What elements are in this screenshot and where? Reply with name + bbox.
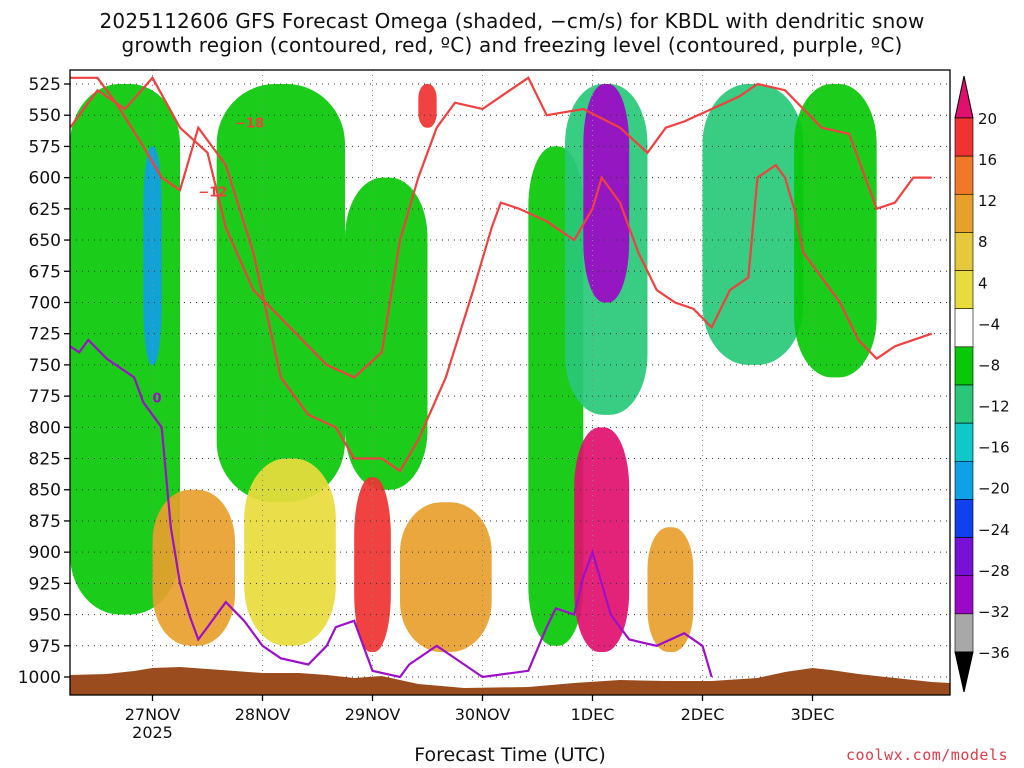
ytick-label-600: 600 bbox=[29, 169, 61, 189]
ytick-label-825: 825 bbox=[29, 450, 61, 470]
omega-region-ascent-max-1dec bbox=[583, 84, 630, 303]
credit-link[interactable]: coolwx.com/models bbox=[845, 746, 1008, 764]
xtick-label-3DEC: 3DEC bbox=[791, 705, 835, 724]
colorbar-label-4: 4 bbox=[978, 274, 988, 292]
xtick-label-29NOV: 29NOV bbox=[345, 705, 401, 724]
colorbar-top-arrow bbox=[954, 75, 974, 119]
chart-title-line1: 2025112606 GFS Forecast Omega (shaded, −… bbox=[99, 9, 925, 33]
minus-12-contour bbox=[70, 76, 933, 473]
colorbar-label-2: 12 bbox=[978, 192, 997, 210]
contour-lines: −18 −12 0 bbox=[70, 75, 933, 679]
x-axis-label: Forecast Time (UTC) bbox=[414, 744, 606, 766]
colorbar-swatch-6 bbox=[954, 346, 974, 386]
ytick-label-775: 775 bbox=[29, 387, 61, 407]
omega-region-ascent-band-3dec bbox=[794, 84, 877, 378]
omega-region-descent-core-29nov bbox=[354, 477, 391, 653]
colorbar-swatch-1 bbox=[954, 155, 974, 195]
colorbar-swatch-9 bbox=[954, 460, 974, 500]
xtick-label-1DEC: 1DEC bbox=[571, 705, 615, 724]
ytick-label-525: 525 bbox=[29, 75, 61, 95]
colorbar-swatch-2 bbox=[954, 193, 974, 233]
plot-frame bbox=[69, 69, 951, 696]
xtick-label-30NOV: 30NOV bbox=[455, 705, 511, 724]
gridlines bbox=[70, 70, 950, 695]
omega-shading bbox=[70, 70, 950, 695]
colorbar-swatch-5 bbox=[954, 308, 974, 348]
xtick-label-2DEC: 2DEC bbox=[681, 705, 725, 724]
colorbar-label-11: −28 bbox=[978, 562, 1010, 580]
terrain-band bbox=[70, 667, 950, 695]
colorbar: 20 16 12 8 4 −4 −8 −12 −16 −20 −24 −28 −32 −36 bbox=[954, 75, 1010, 693]
colorbar-swatch-8 bbox=[954, 422, 974, 462]
omega-region-descent-core-1dec bbox=[574, 427, 630, 653]
colorbar-swatch-3 bbox=[954, 232, 974, 271]
xtick-sublabel-27NOV: 2025 bbox=[132, 723, 173, 742]
ytick-label-975: 975 bbox=[29, 637, 61, 657]
ytick-label-850: 850 bbox=[29, 481, 61, 501]
colorbar-label-7: −12 bbox=[978, 398, 1010, 416]
ytick-label-900: 900 bbox=[29, 543, 61, 563]
minus-12-contour-label: −12 bbox=[198, 185, 227, 200]
freezing-level-contour-label: 0 bbox=[153, 391, 162, 406]
omega-region-ascent-band-29nov bbox=[345, 177, 428, 490]
omega-region-descent-low-2dec bbox=[647, 527, 694, 653]
colorbar-label-5: −4 bbox=[978, 315, 1000, 333]
ytick-label-1000: 1000 bbox=[18, 668, 61, 688]
minus-18-contour-label: −18 bbox=[235, 117, 264, 132]
colorbar-label-1: 16 bbox=[978, 151, 997, 169]
ytick-label-700: 700 bbox=[29, 293, 61, 313]
ytick-label-750: 750 bbox=[29, 356, 61, 376]
chart-title-line2: growth region (contoured, red, ºC) and f… bbox=[121, 33, 903, 57]
colorbar-label-10: −24 bbox=[978, 521, 1010, 539]
ytick-label-950: 950 bbox=[29, 606, 61, 626]
omega-region-descent-upper-30nov bbox=[418, 84, 437, 128]
colorbar-label-13: −36 bbox=[978, 644, 1010, 662]
ytick-label-650: 650 bbox=[29, 231, 61, 251]
omega-region-ascent-band-28nov bbox=[216, 84, 345, 503]
colorbar-label-9: −20 bbox=[978, 480, 1010, 498]
ytick-label-575: 575 bbox=[29, 137, 61, 157]
colorbar-swatch-12 bbox=[954, 575, 974, 615]
colorbar-swatch-4 bbox=[954, 270, 974, 310]
xtick-label-28NOV: 28NOV bbox=[235, 705, 291, 724]
colorbar-label-8: −16 bbox=[978, 439, 1010, 457]
ytick-label-675: 675 bbox=[29, 262, 61, 282]
colorbar-label-6: −8 bbox=[978, 356, 1000, 374]
omega-region-descent-low-28nov bbox=[244, 458, 336, 646]
minus-18-contour bbox=[70, 75, 932, 379]
xtick-label-27NOV: 27NOV bbox=[125, 705, 181, 724]
colorbar-swatch-10 bbox=[954, 499, 974, 538]
colorbar-bottom-arrow bbox=[954, 651, 974, 693]
colorbar-swatch-11 bbox=[954, 537, 974, 577]
ytick-label-800: 800 bbox=[29, 418, 61, 438]
ytick-label-875: 875 bbox=[29, 512, 61, 532]
ytick-label-925: 925 bbox=[29, 574, 61, 594]
colorbar-swatch-7 bbox=[954, 384, 974, 424]
ytick-label-625: 625 bbox=[29, 200, 61, 220]
colorbar-swatch-13 bbox=[954, 613, 974, 653]
terrain-fill bbox=[70, 667, 950, 695]
ytick-label-725: 725 bbox=[29, 325, 61, 345]
colorbar-swatch-0 bbox=[954, 117, 974, 157]
colorbar-label-0: 20 bbox=[978, 110, 997, 128]
freezing-level-contour bbox=[70, 338, 713, 679]
colorbar-label-3: 8 bbox=[978, 233, 988, 251]
omega-region-descent-low-30nov bbox=[400, 502, 492, 653]
ytick-label-550: 550 bbox=[29, 106, 61, 126]
axes: 525 550 575 600 625 650 675 700 725 750 775 800 825 8… bbox=[18, 69, 951, 742]
omega-region-descent-low-27nov bbox=[152, 489, 235, 646]
colorbar-label-12: −32 bbox=[978, 603, 1010, 621]
